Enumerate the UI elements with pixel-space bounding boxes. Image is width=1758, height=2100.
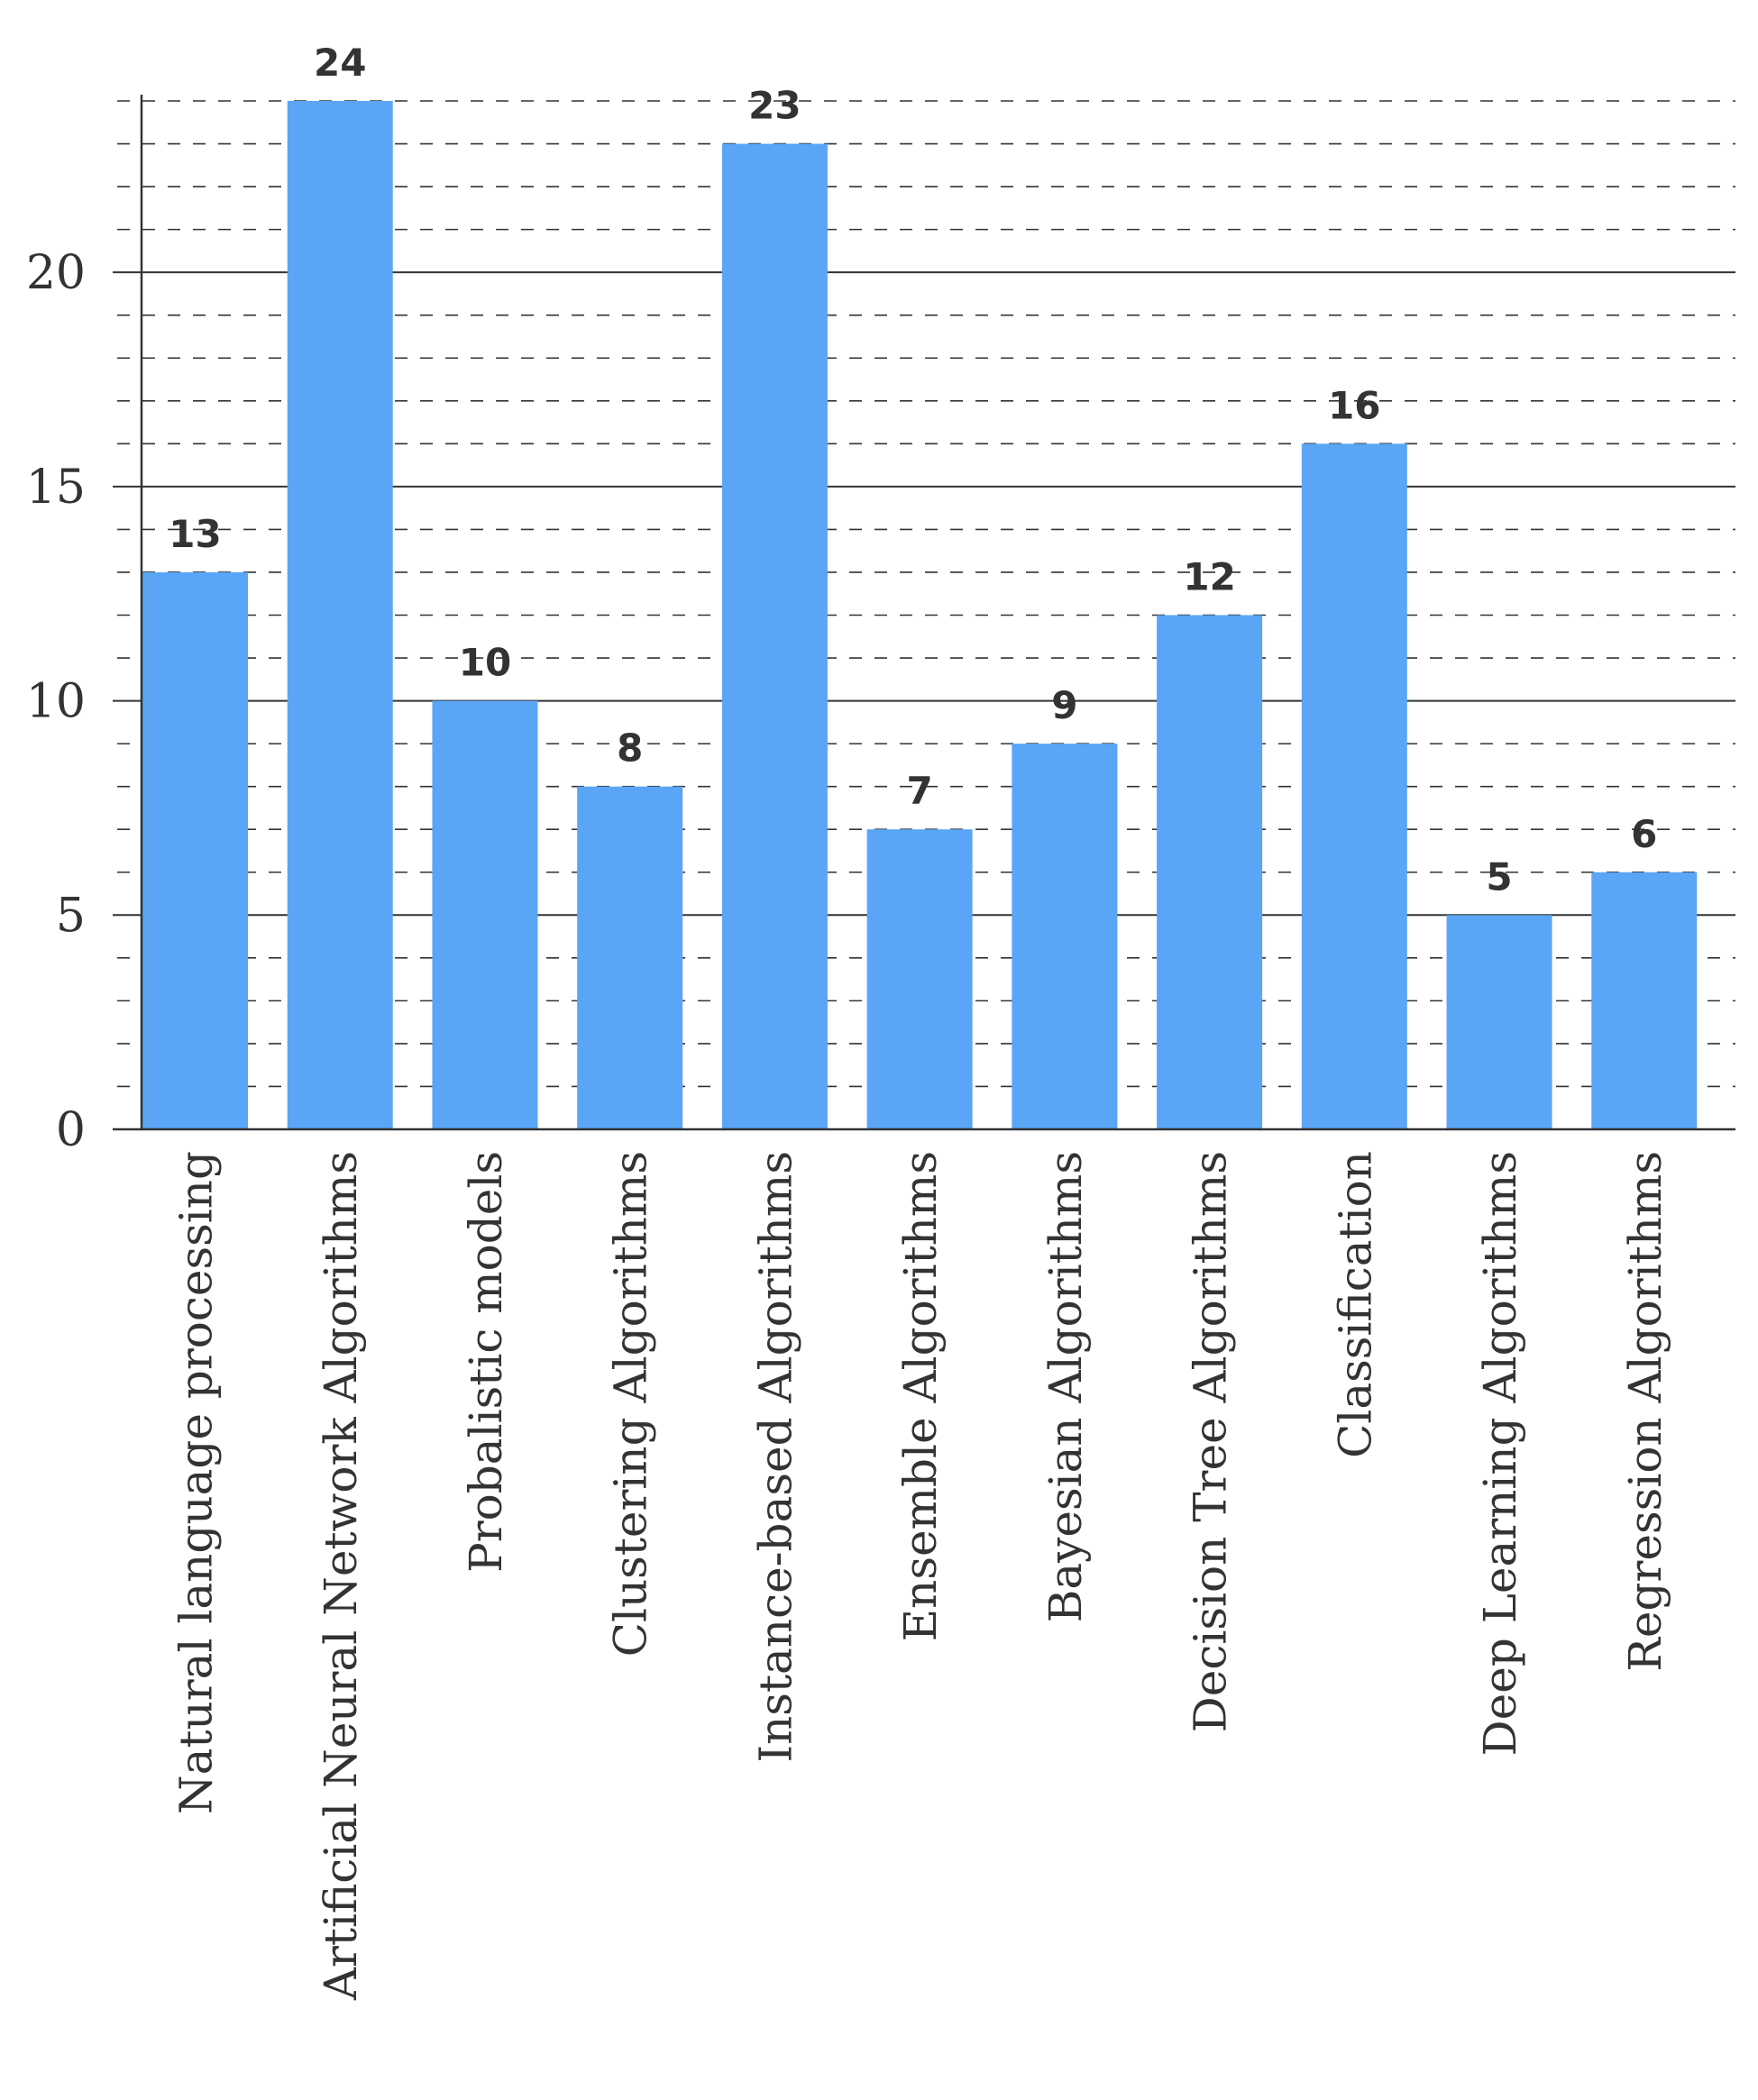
bar xyxy=(1012,744,1118,1129)
y-tick-label: 20 xyxy=(26,246,86,300)
y-tick-label: 5 xyxy=(56,889,86,943)
bar xyxy=(1157,615,1263,1129)
data-label: 8 xyxy=(617,726,643,771)
x-tick-label: Ensemble Algorithms xyxy=(894,1151,947,1641)
bar xyxy=(1446,915,1552,1129)
y-tick-labels: 0 5 10 15 20 xyxy=(26,246,86,1157)
data-label: 16 xyxy=(1328,383,1380,427)
x-tick-label: Classification xyxy=(1329,1151,1381,1458)
x-tick-label: Regression Algorithms xyxy=(1619,1151,1671,1672)
axes xyxy=(113,95,1735,1131)
x-tick-label: Artificial Neural Network Algorithms xyxy=(315,1151,367,2001)
data-label: 13 xyxy=(169,512,221,556)
bars xyxy=(142,101,1698,1130)
x-tick-label: Deep Learning Algorithms xyxy=(1474,1151,1526,1756)
bar xyxy=(1591,872,1698,1129)
data-label: 5 xyxy=(1486,854,1512,899)
value-labels: 13 24 10 8 23 7 9 12 16 5 6 xyxy=(169,41,1657,899)
bar xyxy=(577,786,683,1129)
x-tick-label: Clustering Algorithms xyxy=(605,1151,657,1657)
x-tick-label: Instance-based Algorithms xyxy=(749,1151,801,1763)
bar xyxy=(1301,443,1407,1129)
x-tick-label: Natural language processing xyxy=(170,1151,223,1814)
y-tick-label: 0 xyxy=(56,1103,86,1157)
data-label: 24 xyxy=(314,41,366,85)
x-tick-label: Decision Tree Algorithms xyxy=(1185,1151,1237,1732)
bar xyxy=(287,101,393,1129)
bar xyxy=(721,143,828,1130)
x-tick-label: Bayesian Algorithms xyxy=(1039,1151,1092,1622)
data-label: 6 xyxy=(1631,812,1657,856)
bar xyxy=(142,571,248,1129)
bar xyxy=(432,700,538,1129)
data-label: 7 xyxy=(907,769,933,813)
bar xyxy=(866,829,973,1129)
y-tick-label: 15 xyxy=(26,461,86,515)
data-label: 12 xyxy=(1183,555,1235,599)
y-tick-label: 10 xyxy=(26,675,86,729)
x-tick-labels: Natural language processing Artificial Ne… xyxy=(170,1151,1671,2001)
data-label: 9 xyxy=(1051,683,1077,727)
x-tick-label: Probalistic models xyxy=(460,1151,512,1573)
data-label: 10 xyxy=(459,641,511,685)
data-label: 23 xyxy=(748,84,801,128)
